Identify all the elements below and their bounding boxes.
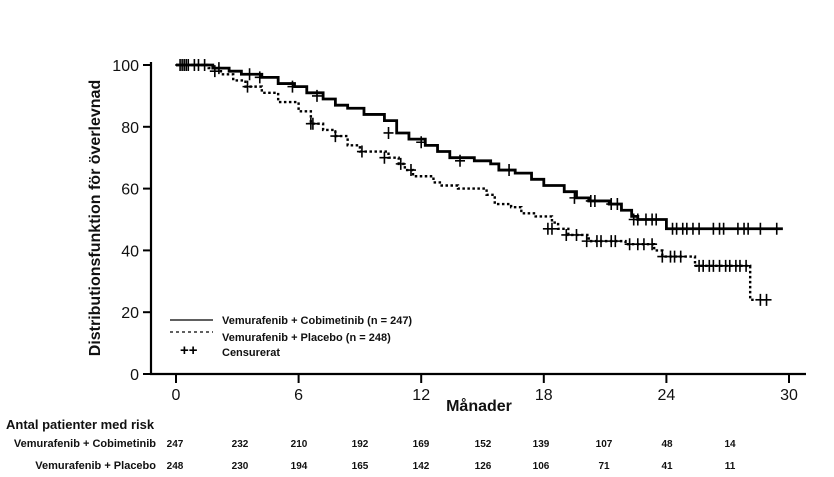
x-tick-label: 0: [172, 387, 181, 404]
censor-mark: [356, 145, 367, 158]
censor-mark: [581, 235, 592, 248]
risk-value: 41: [661, 461, 673, 472]
risk-row-label-placebo: Vemurafenib + Placebo: [35, 460, 156, 472]
y-axis-title: Distributionsfunktion för överlevnad: [87, 80, 104, 356]
censor-mark: [209, 65, 220, 78]
risk-value: 165: [352, 461, 369, 472]
y-tick-label: 100: [112, 58, 139, 75]
censor-mark: [546, 222, 557, 235]
censor-mark: [571, 228, 582, 241]
x-tick-label: 24: [658, 387, 676, 404]
censor-mark: [455, 154, 466, 167]
censor-mark: [383, 126, 394, 139]
censor-mark: [307, 117, 318, 130]
y-tick-label: 0: [130, 367, 139, 384]
y-tick-label: 60: [121, 182, 139, 199]
risk-value: 192: [352, 439, 369, 450]
censor-mark: [242, 80, 253, 93]
censor-mark: [181, 59, 192, 71]
y-tick-label: 40: [121, 243, 139, 260]
censor-mark: [771, 222, 782, 235]
legend-label-cobimetinib: Vemurafenib + Cobimetinib (n = 247): [222, 315, 412, 327]
risk-value: 247: [167, 439, 184, 450]
risk-table-title: Antal patienter med risk: [6, 417, 155, 432]
censor-mark: [651, 213, 662, 226]
x-ticks: 0 6 12 18 24 30: [172, 374, 798, 404]
legend: Vemurafenib + Cobimetinib (n = 247) Vemu…: [170, 315, 412, 359]
censor-mark: [610, 235, 621, 248]
x-tick-label: 18: [535, 387, 553, 404]
risk-value: 232: [232, 439, 249, 450]
km-curve-placebo: [176, 63, 757, 302]
censor-mark: [675, 250, 686, 263]
censor-mark: [561, 228, 572, 241]
legend-label-censored: Censurerat: [222, 347, 280, 359]
censor-mark: [589, 194, 600, 207]
risk-value: 230: [232, 461, 249, 472]
risk-table: Antal patienter med risk Vemurafenib + C…: [6, 417, 736, 472]
censor-mark: [741, 259, 752, 272]
censor-mark: [254, 71, 265, 84]
censor-mark: [416, 136, 427, 149]
risk-value: 142: [413, 461, 430, 472]
risk-value: 106: [533, 461, 550, 472]
censor-mark: [287, 80, 298, 93]
risk-value: 169: [413, 439, 430, 450]
x-tick-label: 6: [294, 387, 303, 404]
legend-label-placebo: Vemurafenib + Placebo (n = 248): [222, 332, 391, 344]
y-ticks: 0 20 40 60 80 100: [112, 58, 151, 384]
risk-value: 11: [725, 461, 736, 472]
risk-value: 248: [167, 461, 184, 472]
censor-mark: [612, 198, 623, 211]
censor-mark: [718, 222, 729, 235]
axes: [149, 62, 806, 376]
risk-value: 71: [598, 461, 610, 472]
risk-row-label-cobimetinib: Vemurafenib + Cobimetinib: [14, 438, 156, 450]
x-tick-label: 12: [412, 387, 430, 404]
censor-mark: [647, 238, 658, 251]
risk-value: 107: [596, 439, 613, 450]
risk-value: 152: [475, 439, 492, 450]
y-tick-label: 80: [121, 120, 139, 137]
censor-mark: [596, 235, 607, 248]
censor-mark: [311, 89, 322, 102]
censor-mark: [244, 68, 255, 81]
series-layer: [175, 59, 783, 306]
censor-mark: [405, 164, 416, 177]
censor-mark: [743, 222, 754, 235]
risk-value: 14: [724, 439, 736, 450]
risk-value: 139: [533, 439, 550, 450]
risk-value: 48: [661, 439, 673, 450]
censor-mark: [379, 151, 390, 164]
x-axis-title: Månader: [446, 397, 512, 415]
risk-value: 126: [475, 461, 492, 472]
censor-mark: [504, 164, 515, 177]
censor-mark: [755, 222, 766, 235]
km-curve-cobimetinib: [176, 63, 783, 231]
legend-censored-symbol: ++: [180, 342, 198, 359]
risk-value: 194: [291, 461, 308, 472]
censor-mark: [330, 130, 341, 143]
x-tick-label: 30: [780, 387, 798, 404]
censor-mark: [761, 293, 772, 306]
censor-mark: [569, 191, 580, 204]
risk-values: 247 232 210 192 169 152 139 107 48 14 248 230 194 165…: [167, 439, 736, 472]
censor-mark: [395, 157, 406, 170]
y-tick-label: 20: [121, 305, 139, 322]
risk-value: 210: [291, 439, 308, 450]
censor-mark: [694, 222, 705, 235]
